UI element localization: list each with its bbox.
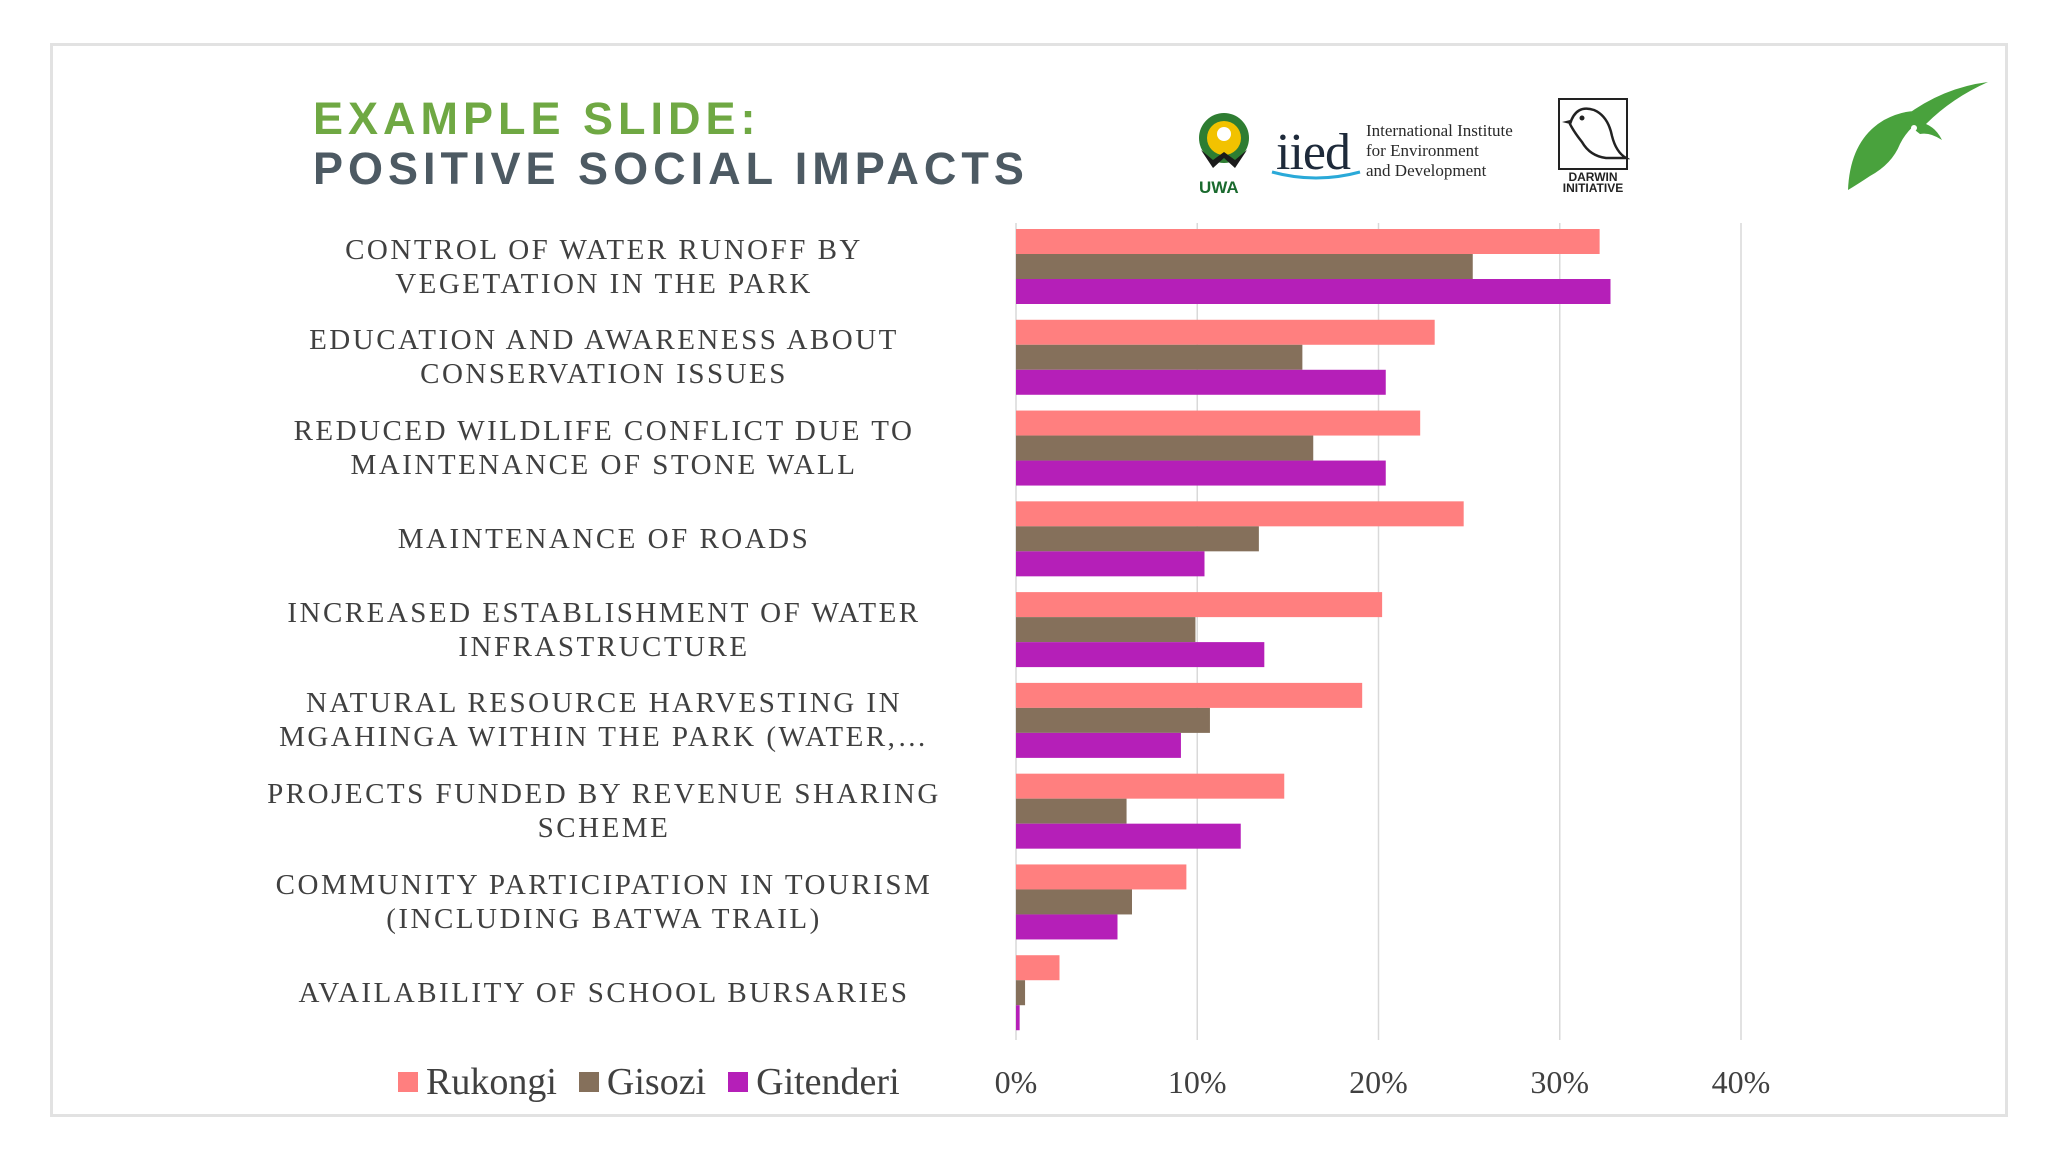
category-label-line: (INCLUDING BATWA TRAIL) [386, 902, 822, 935]
category-label-line: CONTROL OF WATER RUNOFF BY [345, 233, 863, 266]
darwin-logo-line2: INITIATIVE [1562, 181, 1624, 195]
category-label-line: MGAHINGA WITHIN THE PARK (WATER,… [279, 721, 929, 754]
legend-item-gitenderi: Gitenderi [728, 1060, 900, 1104]
category-label-line: CONSERVATION ISSUES [420, 358, 788, 391]
x-tick-label: 0% [994, 1064, 1038, 1100]
slide-title-line2: POSITIVE SOCIAL IMPACTS [313, 143, 1029, 194]
iied-name-line3: and Development [1366, 161, 1487, 180]
legend-swatch-gitenderi [728, 1072, 749, 1092]
bar-gisozi-5 [1016, 707, 1210, 733]
bar-gisozi-6 [1016, 798, 1127, 824]
bar-gisozi-2 [1016, 435, 1314, 461]
iied-logo-text: iied [1276, 124, 1351, 181]
slide-title-line1: EXAMPLE SLIDE: [313, 93, 761, 144]
category-label: INCREASED ESTABLISHMENT OF WATER INFRASTR… [224, 596, 984, 664]
legend-item-rukongi: Rukongi [398, 1060, 557, 1104]
bar-gitenderi-2 [1016, 460, 1386, 486]
bar-gitenderi-0 [1016, 279, 1611, 304]
category-label-line: MAINTENANCE OF STONE WALL [350, 449, 858, 482]
category-label: COMMUNITY PARTICIPATION IN TOURISM (INCLU… [224, 868, 984, 936]
darwin-logo-line1: DARWIN [1568, 170, 1618, 184]
uwa-logo-text: UWA [1199, 178, 1239, 197]
category-label-line: MAINTENANCE OF ROADS [397, 522, 811, 555]
iied-swoosh-icon [1271, 170, 1361, 180]
bar-rukongi-8 [1016, 955, 1060, 981]
darwin-logo-text: DARWIN INITIATIVE [1558, 170, 1628, 195]
bar-rukongi-7 [1016, 864, 1187, 890]
category-label-line: INFRASTRUCTURE [458, 630, 750, 663]
bar-gisozi-7 [1016, 889, 1132, 915]
bar-gisozi-4 [1016, 617, 1196, 643]
bar-gitenderi-1 [1016, 369, 1386, 395]
bar-rukongi-6 [1016, 773, 1285, 799]
category-label-line: REDUCED WILDLIFE CONFLICT DUE TO [293, 415, 915, 448]
legend-swatch-rukongi [398, 1072, 418, 1092]
x-tick-label: 40% [1711, 1064, 1771, 1100]
category-label-line: COMMUNITY PARTICIPATION IN TOURISM [275, 868, 933, 901]
bar-gitenderi-4 [1016, 642, 1265, 668]
bar-rukongi-3 [1016, 501, 1464, 527]
leaf-bird-logo-icon [1848, 82, 1988, 190]
category-label-line: AVAILABILITY OF SCHOOL BURSARIES [298, 976, 910, 1009]
bar-gisozi-1 [1016, 344, 1303, 370]
chart-legend: Rukongi Gisozi Gitenderi [398, 1060, 922, 1104]
bar-rukongi-4 [1016, 592, 1383, 618]
legend-label-gisozi: Gisozi [606, 1061, 707, 1103]
legend-item-gisozi: Gisozi [578, 1060, 707, 1104]
category-label-line: PROJECTS FUNDED BY REVENUE SHARING [267, 778, 941, 811]
category-label: NATURAL RESOURCE HARVESTING IN MGAHINGA W… [224, 686, 984, 754]
legend-swatch-gisozi [578, 1072, 599, 1092]
uwa-logo-icon [1199, 113, 1249, 168]
iied-name-line2: for Environment [1366, 141, 1479, 160]
category-label: REDUCED WILDLIFE CONFLICT DUE TO MAINTENA… [224, 414, 984, 482]
bar-gisozi-3 [1016, 526, 1259, 552]
x-tick-label: 20% [1349, 1064, 1408, 1100]
bar-gitenderi-3 [1016, 551, 1205, 577]
category-label: CONTROL OF WATER RUNOFF BY VEGETATION IN … [224, 233, 984, 301]
category-label-line: EDUCATION AND AWARENESS ABOUT [309, 324, 899, 357]
category-label: EDUCATION AND AWARENESS ABOUT CONSERVATIO… [224, 323, 984, 391]
bar-rukongi-0 [1016, 229, 1600, 254]
bar-rukongi-2 [1016, 410, 1421, 436]
bar-gisozi-0 [1016, 254, 1473, 279]
bar-rukongi-5 [1016, 682, 1363, 708]
x-tick-label: 30% [1530, 1064, 1590, 1100]
legend-label-rukongi: Rukongi [426, 1061, 557, 1103]
darwin-bird-icon [1558, 98, 1630, 170]
category-label: PROJECTS FUNDED BY REVENUE SHARING SCHEME [224, 777, 984, 845]
bar-gitenderi-5 [1016, 732, 1181, 758]
x-tick-label: 10% [1167, 1064, 1227, 1100]
bar-gitenderi-7 [1016, 914, 1118, 940]
category-label: AVAILABILITY OF SCHOOL BURSARIES [224, 976, 984, 1010]
iied-name-line1: International Institute [1366, 121, 1513, 140]
category-label-line: SCHEME [537, 812, 671, 845]
bar-gitenderi-6 [1016, 823, 1241, 849]
legend-label-gitenderi: Gitenderi [756, 1061, 900, 1103]
bar-rukongi-1 [1016, 319, 1435, 345]
bar-gitenderi-8 [1016, 1005, 1020, 1031]
category-label-line: INCREASED ESTABLISHMENT OF WATER [287, 596, 921, 629]
category-label: MAINTENANCE OF ROADS [224, 522, 984, 556]
category-label-line: VEGETATION IN THE PARK [395, 267, 813, 300]
bar-gisozi-8 [1016, 980, 1026, 1006]
category-label-line: NATURAL RESOURCE HARVESTING IN [305, 687, 903, 720]
